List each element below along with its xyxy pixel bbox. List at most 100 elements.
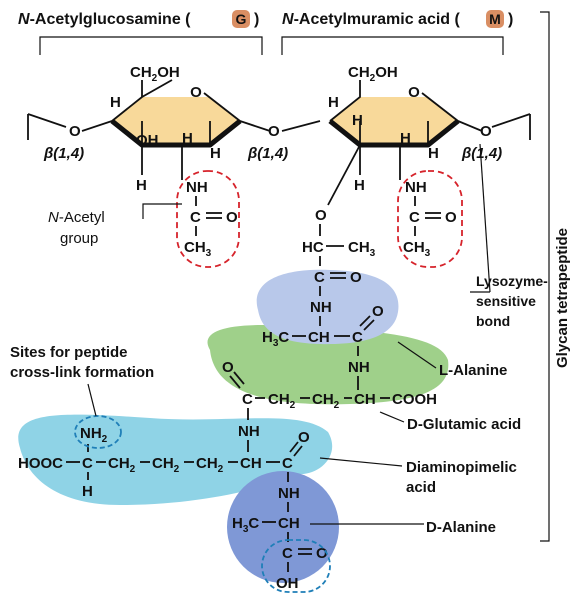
lysozyme-label: Lysozyme- sensitive bond [470,143,548,329]
svg-text:N-Acetylglucosamine (: N-Acetylglucosamine ( [18,11,191,28]
g-badge-icon [232,10,250,28]
l-alanine-region [256,269,399,345]
crosslink-label: Sites for peptide cross-link formation [10,344,154,417]
svg-text:NH: NH [310,299,332,316]
nam-ring: O CH2OH H H H H H O [327,64,531,206]
svg-text:CH2: CH2 [196,455,224,475]
d-glutamic-label: D-Glutamic acid [379,411,521,433]
svg-text:NH2: NH2 [80,425,108,445]
svg-text:sensitive: sensitive [476,293,536,309]
m-badge-icon [486,10,504,28]
svg-text:H: H [182,130,193,147]
svg-text:CH2: CH2 [312,391,340,411]
svg-text:bond: bond [476,313,510,329]
svg-text:CH: CH [308,329,330,346]
nam-title: N-Acetylmuramic acid ( M ) [282,10,513,28]
svg-text:C: C [409,209,420,226]
svg-text:CH3: CH3 [403,239,431,259]
lactyl-chain: O HC CH3 C O [302,207,376,296]
svg-text:O: O [315,207,327,224]
svg-text:H: H [210,145,221,162]
svg-text:CH2OH: CH2OH [348,64,398,84]
svg-text:O: O [350,269,362,286]
svg-text:O: O [316,545,328,562]
nag-bracket [39,36,263,55]
svg-text:C: C [82,455,93,472]
svg-text:CH3: CH3 [184,239,212,259]
dap-label: Diaminopimelic acid [319,457,517,496]
svg-text:L-Alanine: L-Alanine [439,362,507,379]
d-glutamic-region [207,325,449,405]
svg-text:NH: NH [238,423,260,440]
svg-text:O: O [480,123,492,140]
glycan-bracket [540,11,550,542]
svg-text:): ) [508,11,513,28]
svg-text:M: M [489,11,501,27]
l-alanine-residue: NH H3C CH C O [262,299,384,356]
svg-text:H3C: H3C [262,329,289,349]
d-alanine-region [227,471,339,583]
svg-text:H: H [328,94,339,111]
svg-text:O: O [190,84,202,101]
svg-text:H3C: H3C [232,515,259,535]
svg-text:H: H [110,94,121,111]
svg-text:C: C [314,269,325,286]
svg-text:C: C [190,209,201,226]
svg-text:O: O [372,303,384,320]
nacetyl-right: NH C O CH3 [397,170,463,268]
d-glutamic-residue: NH O C CH2 CH2 CH COOH [222,359,437,420]
svg-text:): ) [254,11,259,28]
svg-text:CH2: CH2 [268,391,296,411]
dap-residue: NH HOOC C H CH2 CH2 CH2 CH C O [18,423,310,500]
svg-text:O: O [445,209,457,226]
svg-text:NH: NH [348,359,370,376]
linkage-middle: β(1,4) [247,145,288,162]
svg-text:H: H [136,177,147,194]
bridge-oxygen: O [268,123,280,140]
d-alanine-residue: NH H3C CH C O OH [232,485,331,593]
svg-text:HOOC: HOOC [18,455,63,472]
svg-text:group: group [60,230,98,247]
svg-text:D-Glutamic acid: D-Glutamic acid [407,416,521,433]
svg-text:Diaminopimelic: Diaminopimelic [406,459,517,476]
nh2-crosslink-site: NH2 [74,415,122,449]
svg-text:O: O [69,123,81,140]
svg-text:O: O [222,359,234,376]
svg-text:OH: OH [136,132,159,149]
svg-text:N-Acetylmuramic acid (: N-Acetylmuramic acid ( [282,11,461,28]
svg-text:CH2: CH2 [108,455,136,475]
svg-text:CH3: CH3 [348,239,376,259]
svg-text:CH2: CH2 [152,455,180,475]
nam-bracket [281,36,504,55]
svg-text:N-Acetyl: N-Acetyl [48,209,105,226]
svg-text:CH: CH [354,391,376,408]
svg-text:HC: HC [302,239,324,256]
glycan-tetrapeptide-label: Glycan tetrapeptide [554,228,571,368]
nacetyl-left: NH C O CH3 [176,170,240,268]
svg-text:C: C [242,391,253,408]
svg-text:NH: NH [278,485,300,502]
nag-title: N-Acetylglucosamine ( G ) [18,10,259,28]
svg-text:CH2OH: CH2OH [130,64,180,84]
linkage-left: β(1,4) [43,145,84,162]
svg-text:NH: NH [186,179,208,196]
svg-text:C: C [352,329,363,346]
nacetyl-group-label: N-Acetyl group [48,203,182,247]
svg-text:C: C [282,455,293,472]
svg-text:CH: CH [278,515,300,532]
svg-text:H: H [400,130,411,147]
svg-text:H: H [352,112,363,129]
linkage-right: β(1,4) [461,145,502,162]
svg-text:cross-link formation: cross-link formation [10,364,154,381]
svg-text:Sites for peptide: Sites for peptide [10,344,128,361]
l-alanine-label: L-Alanine [397,341,507,379]
svg-text:D-Alanine: D-Alanine [426,519,496,536]
nag-ring: O CH2OH O H OH H H H [27,64,271,194]
svg-text:CH: CH [240,455,262,472]
svg-text:COOH: COOH [392,391,437,408]
svg-text:H: H [428,145,439,162]
svg-text:H: H [354,177,365,194]
svg-text:Lysozyme-: Lysozyme- [476,273,548,289]
svg-text:O: O [226,209,238,226]
svg-text:O: O [408,84,420,101]
